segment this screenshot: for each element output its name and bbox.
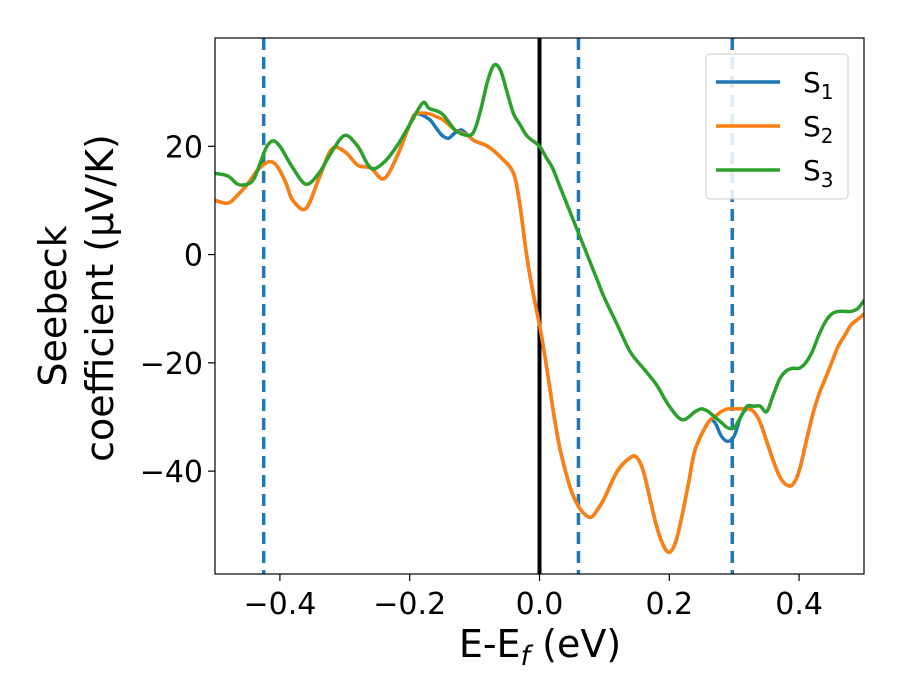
x-tick-label: 0.4 xyxy=(775,587,823,622)
series-line-s3 xyxy=(215,62,864,431)
y-tick-label: 20 xyxy=(165,130,203,165)
y-axis-ticks: 20 0 −20 −40 xyxy=(140,130,215,490)
x-axis-label-unit: (eV) xyxy=(530,622,621,666)
y-tick-label: 0 xyxy=(184,239,203,274)
y-axis-label: Seebeck coefficient (μV/K) xyxy=(31,134,122,462)
y-tick-label: −20 xyxy=(140,347,203,382)
x-tick-label: −0.4 xyxy=(243,587,316,622)
x-tick-label: 0.0 xyxy=(516,587,564,622)
x-tick-label: −0.2 xyxy=(373,587,446,622)
y-axis-label-line2: coefficient (μV/K) xyxy=(78,134,122,462)
series-line-s2 xyxy=(215,111,864,555)
x-axis-label-base: E-E xyxy=(459,622,521,666)
legend: S1 S2 S3 xyxy=(705,53,849,200)
reference-lines xyxy=(261,38,735,574)
series-lines xyxy=(215,62,864,555)
x-tick-label: 0.2 xyxy=(645,587,693,622)
legend-items: S1 S2 S3 xyxy=(716,66,834,192)
legend-label-s1: S1 xyxy=(803,66,834,104)
x-axis-label: E-Ef (eV) xyxy=(459,622,621,672)
y-tick-label: −40 xyxy=(140,455,203,490)
x-axis-ticks: −0.4 −0.2 0.0 0.2 0.4 xyxy=(243,574,823,622)
legend-label-s2: S2 xyxy=(803,110,834,148)
y-axis-label-line1: Seebeck xyxy=(31,225,75,386)
legend-label-s3: S3 xyxy=(803,154,834,192)
